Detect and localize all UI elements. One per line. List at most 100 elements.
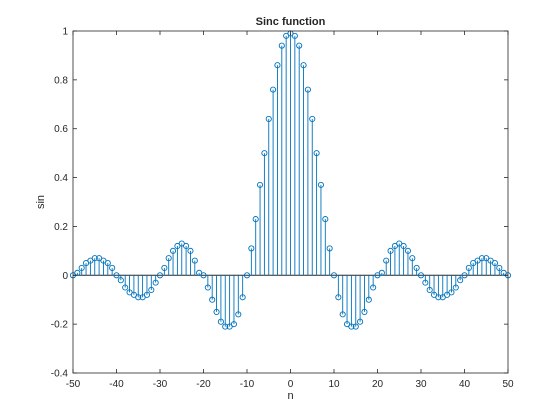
- stems-layer: [76, 33, 505, 327]
- stem-marker: [183, 242, 190, 250]
- stem-marker: [322, 216, 329, 223]
- stem-marker: [383, 257, 390, 264]
- stem-marker: [230, 321, 237, 328]
- y-tick-label: 0.6: [54, 124, 68, 135]
- stem-marker: [291, 32, 298, 39]
- stem-marker: [452, 284, 459, 291]
- stem-marker: [239, 294, 246, 301]
- stem-marker: [417, 272, 425, 279]
- stem-marker: [457, 277, 464, 284]
- stem-marker: [204, 284, 211, 291]
- y-axis-label: sin: [35, 195, 47, 209]
- stem-marker: [274, 62, 281, 69]
- stem-marker: [143, 291, 150, 298]
- stem-marker: [300, 62, 307, 69]
- stem-marker: [104, 260, 111, 267]
- stem-marker: [222, 323, 229, 330]
- x-axis-label: n: [287, 390, 293, 402]
- stem-marker: [113, 272, 120, 279]
- stem-marker: [91, 255, 98, 262]
- stem-marker: [361, 308, 368, 315]
- stem-marker: [313, 150, 320, 157]
- markers-layer: [69, 30, 512, 330]
- stem-marker: [152, 279, 159, 286]
- stem-marker: [309, 115, 316, 122]
- stem-marker: [478, 255, 485, 262]
- stem-marker: [348, 323, 355, 330]
- stem-marker: [270, 86, 277, 93]
- stem-marker: [109, 264, 116, 272]
- stem-marker: [217, 318, 224, 325]
- stem-marker: [265, 115, 272, 122]
- stem-marker: [187, 247, 194, 254]
- stem-marker: [435, 294, 442, 301]
- x-tick-label: 50: [502, 379, 514, 390]
- stem-marker: [378, 269, 385, 276]
- stem-marker: [335, 294, 342, 301]
- stem-marker: [191, 257, 198, 264]
- stem-marker: [135, 294, 142, 301]
- stem-marker: [78, 264, 85, 272]
- y-tick-label: 0: [62, 271, 68, 282]
- stem-marker: [339, 311, 346, 318]
- stem-marker: [213, 308, 220, 315]
- stem-marker: [304, 86, 311, 93]
- stem-marker: [74, 269, 81, 276]
- x-tick-label: -40: [109, 379, 124, 390]
- stem-marker: [278, 42, 285, 49]
- stem-marker: [330, 272, 338, 279]
- chart-title: Sinc function: [256, 16, 326, 28]
- stem-marker: [161, 264, 168, 272]
- stem-marker: [252, 216, 259, 223]
- stem-marker: [117, 277, 124, 284]
- stem-marker: [413, 264, 420, 272]
- stem-marker: [352, 323, 359, 330]
- stem-marker: [326, 245, 333, 252]
- stem-marker: [409, 255, 416, 262]
- y-tick-label: 0.8: [54, 75, 68, 86]
- stem-marker: [209, 296, 216, 303]
- stem-marker: [365, 296, 372, 303]
- stem-marker: [465, 264, 472, 272]
- y-tick-label: -0.2: [51, 320, 69, 331]
- stem-marker: [422, 279, 429, 286]
- stem-marker: [156, 272, 164, 279]
- stem-marker: [243, 272, 251, 279]
- y-tick-label: -0.4: [51, 369, 69, 380]
- stem-marker: [357, 318, 364, 325]
- stem-marker: [461, 272, 468, 279]
- stem-marker: [261, 150, 268, 157]
- y-tick-label: 1: [62, 27, 68, 38]
- x-tick-label: 20: [372, 379, 384, 390]
- stem-marker: [248, 245, 255, 252]
- x-tick-label: -30: [153, 379, 168, 390]
- stem-marker: [496, 264, 503, 272]
- stem-marker: [165, 255, 172, 262]
- stem-marker: [426, 286, 433, 293]
- stem-marker: [400, 242, 407, 250]
- x-tick-label: 40: [459, 379, 471, 390]
- stem-marker: [370, 284, 377, 291]
- stem-marker: [169, 247, 177, 254]
- stem-marker: [448, 289, 455, 296]
- stem-marker: [256, 181, 264, 188]
- x-axis: -50 -40 -30 -20 -10 0 10 20 30 40 50: [66, 31, 514, 390]
- stem-marker: [122, 284, 129, 291]
- y-axis: -0.4 -0.2 0 0.2 0.4 0.6 0.8 1: [51, 27, 508, 380]
- stem-marker: [235, 311, 242, 318]
- x-tick-label: -20: [196, 379, 211, 390]
- x-tick-label: 0: [288, 379, 294, 390]
- stem-marker: [148, 286, 155, 293]
- y-tick-label: 0.4: [54, 173, 68, 184]
- x-tick-label: -10: [240, 379, 255, 390]
- stem-marker: [296, 42, 303, 49]
- stem-marker: [317, 181, 325, 188]
- stem-marker: [491, 260, 499, 267]
- stem-marker: [387, 247, 394, 254]
- x-tick-label: 30: [415, 379, 427, 390]
- stem-marker: [200, 272, 207, 279]
- y-tick-label: 0.2: [54, 222, 68, 233]
- x-tick-label: -50: [66, 379, 81, 390]
- x-tick-label: 10: [328, 379, 340, 390]
